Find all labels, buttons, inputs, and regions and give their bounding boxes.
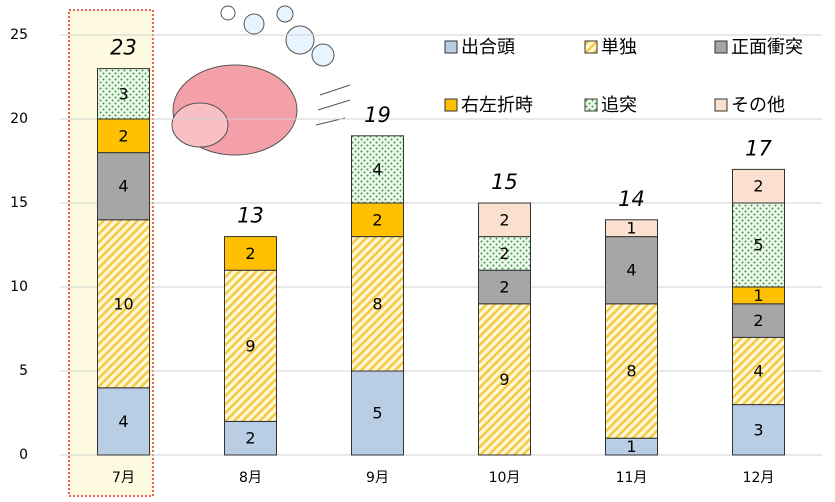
segment-label: 2	[372, 210, 382, 229]
total-label: 13	[237, 204, 264, 228]
segment-label: 2	[245, 244, 255, 263]
legend-label: 右左折時	[461, 95, 533, 116]
segment-label: 1	[626, 437, 636, 456]
total-label: 17	[745, 136, 772, 160]
y-tick-label: 25	[10, 27, 28, 43]
total-label: 19	[364, 103, 391, 127]
total-label: 23	[110, 36, 137, 60]
x-tick-label: 7月	[112, 470, 135, 486]
segment-label: 3	[753, 420, 763, 439]
segment-label: 2	[245, 429, 255, 448]
legend-swatch	[585, 99, 597, 111]
segment-label: 1	[753, 286, 763, 305]
x-tick-label: 8月	[239, 470, 262, 486]
segment-label: 2	[753, 177, 763, 196]
y-tick-label: 15	[10, 195, 28, 211]
y-tick-label: 10	[10, 279, 28, 295]
segment-label: 4	[372, 160, 382, 179]
x-tick-label: 10月	[489, 470, 521, 486]
segment-label: 2	[499, 244, 509, 263]
segment-label: 8	[626, 362, 636, 381]
y-tick-label: 5	[19, 363, 28, 379]
segment-label: 2	[499, 278, 509, 297]
segment-label: 2	[118, 126, 128, 145]
segment-label: 4	[118, 412, 128, 431]
x-tick-label: 9月	[366, 470, 389, 486]
total-label: 14	[618, 187, 645, 211]
segment-label: 9	[245, 336, 255, 355]
segment-label: 2	[499, 210, 509, 229]
legend-label: その他	[731, 95, 785, 116]
segment-label: 10	[113, 294, 133, 313]
legend-label: 正面衝突	[731, 37, 803, 58]
segment-label: 5	[753, 236, 763, 255]
segment-label: 5	[372, 404, 382, 423]
legend-label: 出合頭	[461, 37, 515, 58]
segment-label: 1	[626, 219, 636, 238]
segment-label: 4	[118, 177, 128, 196]
legend-swatch	[715, 99, 727, 111]
legend-swatch	[715, 41, 727, 53]
total-label: 15	[491, 170, 518, 194]
legend-label: 単独	[601, 37, 637, 58]
x-tick-label: 12月	[743, 470, 775, 486]
legend-swatch	[445, 41, 457, 53]
x-tick-label: 11月	[616, 470, 648, 486]
legend-swatch	[445, 99, 457, 111]
legend-swatch	[585, 41, 597, 53]
segment-label: 4	[626, 261, 636, 280]
segment-label: 8	[372, 294, 382, 313]
car-illustration	[172, 6, 350, 155]
y-tick-label: 20	[10, 111, 28, 127]
segment-label: 9	[499, 370, 509, 389]
y-tick-label: 0	[19, 447, 28, 463]
segment-label: 3	[118, 84, 128, 103]
segment-label: 2	[753, 311, 763, 330]
legend-label: 追突	[601, 95, 637, 116]
chart: 05101520257月410423238月292139月58241910月92…	[0, 0, 835, 502]
segment-label: 4	[753, 362, 763, 381]
